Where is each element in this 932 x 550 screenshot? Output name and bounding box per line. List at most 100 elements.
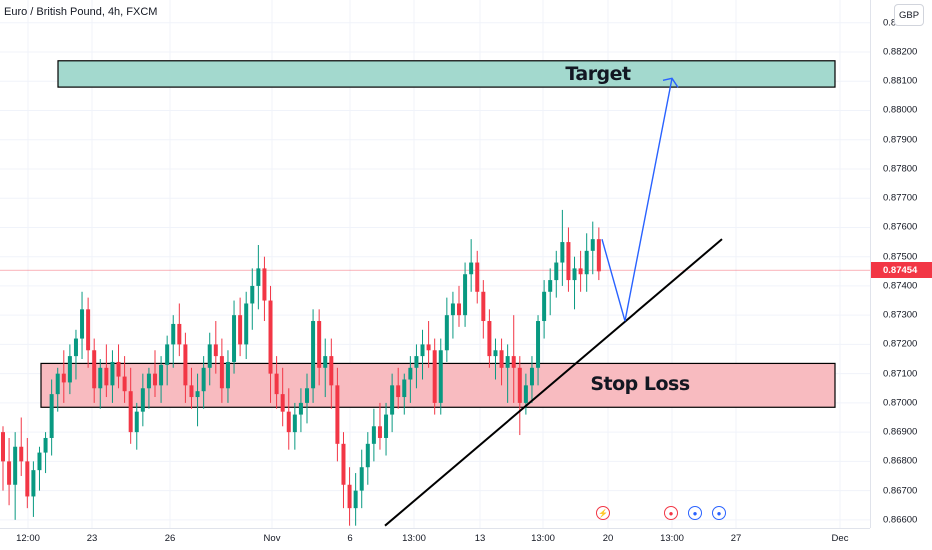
candle-body	[578, 268, 583, 275]
candle-body	[402, 379, 407, 398]
currency-button[interactable]: GBP	[894, 4, 924, 26]
candle-body	[542, 291, 547, 322]
candle-body	[305, 388, 309, 403]
candle-body	[274, 373, 279, 395]
candle-body	[584, 250, 589, 275]
price-tick: 0.87500	[883, 251, 918, 263]
lightning-icon[interactable]: ⚡	[596, 506, 610, 520]
candle-body	[238, 315, 243, 345]
flag-icon[interactable]: ●	[664, 506, 678, 520]
candle-body	[183, 344, 188, 386]
candle-body	[7, 461, 12, 485]
candle-body	[67, 356, 72, 383]
candle-body	[286, 411, 291, 433]
candle-body	[31, 470, 36, 497]
candle-body	[493, 350, 498, 357]
projection-path	[601, 78, 673, 322]
candle-body	[353, 490, 358, 509]
candle-body	[499, 350, 504, 368]
time-tick: 6	[347, 533, 353, 544]
candle-body	[554, 262, 559, 281]
target-zone	[57, 60, 836, 88]
candle-body	[323, 356, 328, 368]
time-tick: Nov	[263, 533, 281, 544]
candle-body	[292, 414, 297, 433]
candle-body	[523, 385, 528, 403]
candle-body	[590, 239, 595, 251]
candle-body	[37, 452, 42, 471]
candle-body	[444, 315, 449, 351]
chart-area[interactable]: Euro / British Pound, 4h, FXCM Target St…	[0, 0, 870, 528]
candle-body	[529, 367, 534, 386]
candle-body	[213, 344, 218, 357]
candle-body	[171, 323, 176, 345]
candle-body	[80, 309, 85, 339]
candle-body	[55, 373, 60, 395]
time-tick: 13:00	[660, 533, 684, 544]
candle-body	[560, 242, 565, 263]
candle-body	[359, 467, 364, 491]
candle-body	[596, 239, 601, 272]
candle-body	[572, 268, 577, 281]
price-chart[interactable]	[0, 0, 870, 528]
price-tick: 0.86700	[883, 485, 918, 497]
price-tick: 0.88100	[883, 75, 918, 87]
candle-body	[475, 262, 480, 292]
candle-body	[365, 443, 370, 468]
candle-body	[511, 356, 516, 368]
candle-body	[487, 321, 492, 357]
candle-body	[19, 446, 24, 462]
candle-body	[432, 350, 437, 403]
time-tick: 20	[602, 533, 614, 544]
candle-body	[481, 291, 486, 322]
price-tick: 0.87900	[883, 134, 918, 146]
candle-body	[122, 376, 127, 392]
candle-body	[438, 350, 443, 403]
candle-body	[165, 344, 170, 365]
globe-icon[interactable]: ●	[688, 506, 702, 520]
price-tick: 0.87600	[883, 221, 918, 233]
candle-body	[414, 356, 419, 368]
globe-icon-2[interactable]: ●	[712, 506, 726, 520]
price-tick: 0.87200	[883, 338, 918, 350]
candle-body	[244, 303, 249, 345]
candle-body	[469, 262, 474, 275]
candle-body	[457, 303, 461, 316]
stop-loss-zone	[40, 362, 836, 408]
price-tick: 0.86600	[883, 514, 918, 526]
candle-body	[159, 364, 164, 386]
candle-body	[219, 356, 224, 389]
candle-body	[61, 373, 66, 383]
price-tick: 0.86900	[883, 426, 918, 438]
candle-body	[311, 321, 316, 389]
price-tick: 0.86800	[883, 455, 918, 467]
candle-body	[104, 367, 109, 386]
price-tick: 0.87000	[883, 397, 918, 409]
candle-body	[25, 461, 30, 497]
time-axis[interactable]: 12:00 23 26 Nov 6 13:00 13 13:00 20 13:00 27 Dec	[0, 528, 870, 550]
candle-body	[280, 394, 285, 412]
candle-body	[140, 388, 145, 412]
price-tick: 0.87400	[883, 280, 918, 292]
candle-body	[426, 344, 431, 351]
candle-body	[396, 385, 401, 398]
candle-body	[256, 268, 261, 286]
candle-body	[341, 443, 346, 485]
candle-body	[505, 356, 510, 368]
candle-body	[329, 356, 334, 386]
candle-body	[390, 385, 395, 415]
candle-body	[517, 367, 522, 403]
candle-body	[298, 402, 303, 415]
candle-body	[153, 373, 157, 386]
support-trendline	[384, 238, 723, 527]
price-tick: 0.88000	[883, 104, 918, 116]
time-tick: 13	[474, 533, 486, 544]
candle-body	[317, 321, 322, 368]
candle-body	[335, 385, 340, 444]
candle-body	[463, 274, 468, 316]
candle-body	[548, 280, 553, 292]
time-tick: 27	[730, 533, 742, 544]
candle-body	[371, 426, 376, 444]
time-tick: 23	[86, 533, 98, 544]
symbol-title[interactable]: Euro / British Pound, 4h, FXCM	[4, 6, 158, 18]
